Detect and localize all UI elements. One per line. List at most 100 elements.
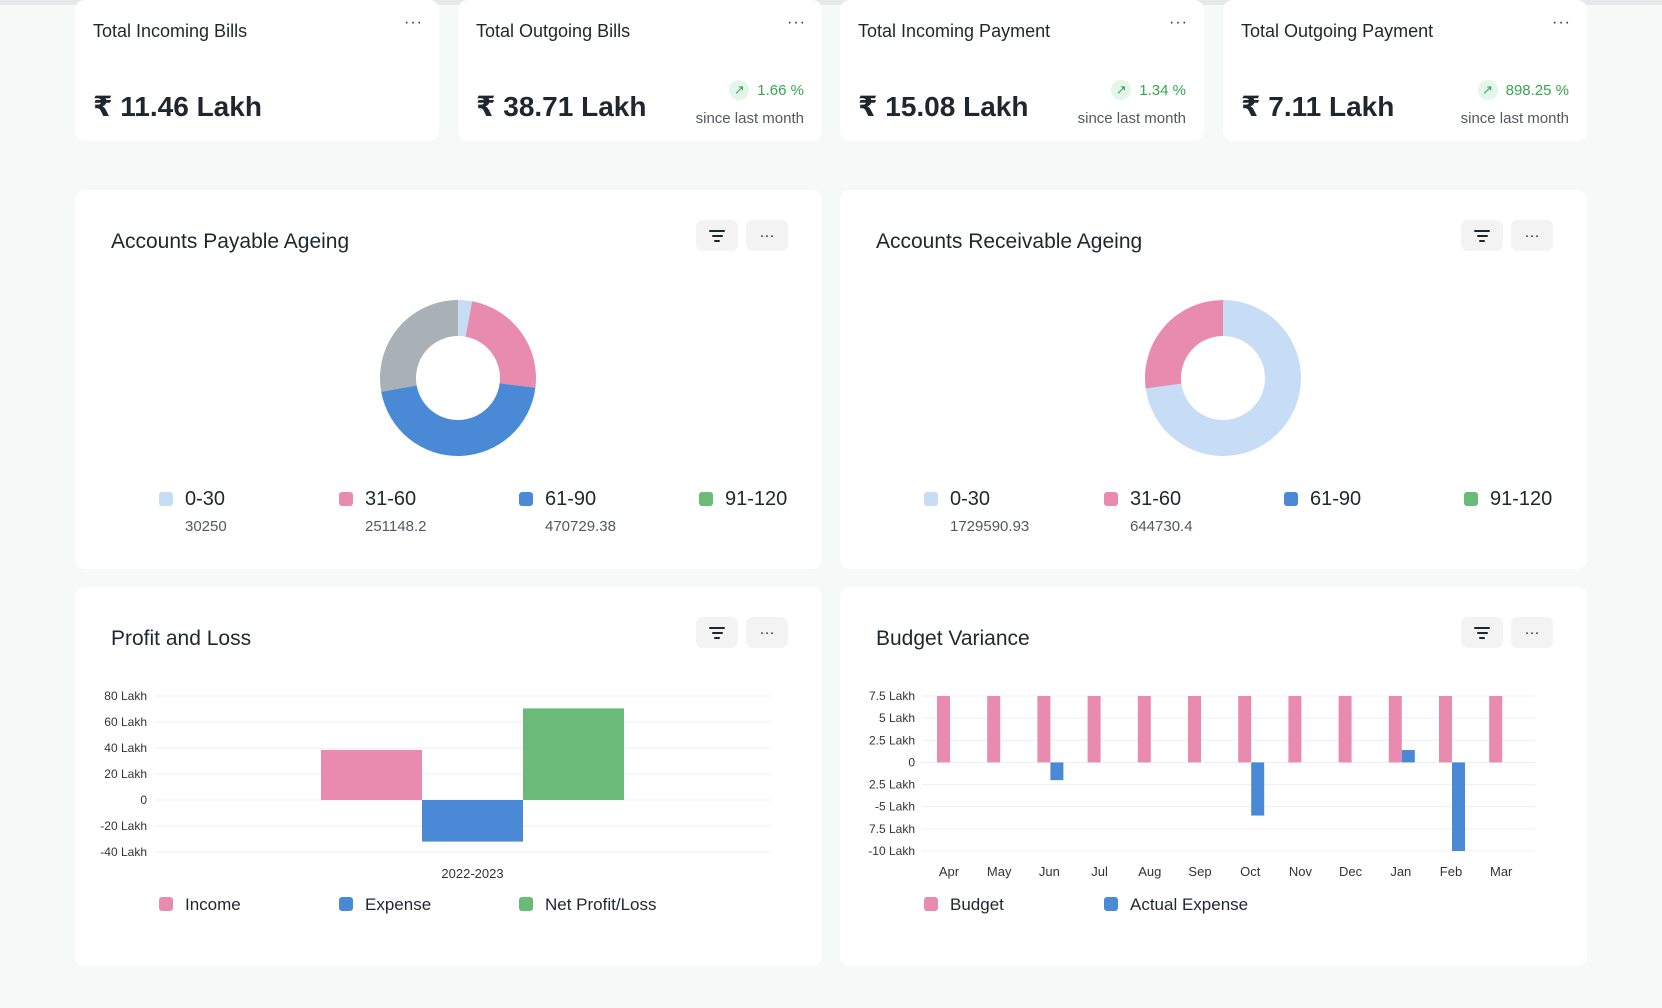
x-tick-label: Nov	[1289, 864, 1313, 879]
stat-value: ₹ 11.46 Lakh	[93, 91, 262, 122]
legend-label: Budget	[950, 895, 1004, 914]
filter-button[interactable]	[1461, 617, 1503, 648]
y-tick-label: -10 Lakh	[868, 844, 915, 858]
bar-budget-nov[interactable]	[1288, 696, 1302, 763]
bar-budget-apr[interactable]	[937, 696, 950, 763]
filter-button[interactable]	[696, 220, 738, 251]
receivable-donut-chart	[1145, 300, 1301, 456]
bar-net-profit-loss[interactable]	[523, 708, 624, 800]
legend-value: 251148.2	[365, 518, 427, 535]
bar-actual-expense-jun[interactable]	[1050, 762, 1064, 781]
filter-button[interactable]	[1461, 220, 1503, 251]
y-tick-label: -5 Lakh	[875, 800, 915, 814]
y-tick-label: -40 Lakh	[100, 845, 147, 859]
bar-budget-dec[interactable]	[1338, 696, 1352, 763]
more-options-button[interactable]: ···	[1511, 617, 1553, 648]
more-horizontal-icon[interactable]: ···	[404, 14, 423, 31]
more-options-button[interactable]: ···	[746, 220, 788, 251]
more-horizontal-icon[interactable]: ···	[787, 14, 806, 31]
payable-slice-unlabelled[interactable]	[380, 300, 458, 392]
y-tick-label: 0	[140, 793, 147, 807]
legend-label: 91-120	[1490, 488, 1553, 510]
chart-legend: 0-30 30250 31-60 251148.2 61-90 470729.3…	[75, 190, 822, 569]
legend-swatch	[339, 897, 353, 911]
legend-swatch	[924, 897, 938, 911]
more-horizontal-icon: ···	[1524, 227, 1540, 244]
filter-icon	[1474, 626, 1490, 639]
y-tick-label: 7.5 Lakh	[869, 689, 915, 703]
profit-loss-panel: Profit and Loss ··· 80 Lakh 60 Lakh 40 Lak…	[75, 587, 822, 966]
stat-card-outgoing-payment: Total Outgoing Payment ··· ₹ 7.11 Lakh ↗…	[1223, 0, 1587, 141]
y-tick-label: 2.5 Lakh	[869, 733, 915, 747]
arrow-up-right-icon: ↗	[1111, 80, 1132, 100]
bar-budget-may[interactable]	[987, 696, 1001, 763]
legend-value: 470729.38	[545, 518, 616, 535]
bar-income[interactable]	[321, 749, 422, 800]
bar-actual-expense-jan[interactable]	[1401, 750, 1415, 763]
panel-title: Accounts Receivable Ageing	[876, 230, 1143, 253]
bar-actual-expense-oct[interactable]	[1251, 762, 1265, 816]
x-tick-label: 2022-2023	[441, 866, 503, 881]
legend-swatch	[1284, 492, 1298, 506]
more-options-button[interactable]: ···	[746, 617, 788, 648]
more-horizontal-icon[interactable]: ···	[1552, 14, 1571, 31]
bar-budget-jul[interactable]	[1087, 696, 1101, 763]
x-tick-label: Oct	[1240, 864, 1261, 879]
legend-label: 91-120	[725, 488, 788, 510]
stat-card-incoming-bills: Total Incoming Bills ··· ₹ 11.46 Lakh	[75, 0, 439, 141]
arrow-up-right-icon: ↗	[729, 80, 750, 100]
bar-budget-sep[interactable]	[1188, 696, 1201, 763]
bar-actual-expense-feb[interactable]	[1452, 762, 1465, 851]
legend-swatch	[1104, 897, 1118, 911]
y-tick-label: 40 Lakh	[104, 741, 147, 755]
y-tick-label: 20 Lakh	[104, 767, 147, 781]
trend-value: 898.25 %	[1505, 81, 1569, 99]
receivable-ageing-panel: Accounts Receivable Ageing ··· 0-30 1729…	[840, 190, 1587, 569]
bar-budget-mar[interactable]	[1489, 696, 1503, 763]
legend-label: 0-30	[185, 488, 226, 510]
legend-label: Actual Expense	[1130, 895, 1249, 914]
legend-swatch	[159, 897, 173, 911]
legend-label: Net Profit/Loss	[545, 895, 657, 914]
y-tick-label: 60 Lakh	[104, 715, 147, 729]
x-tick-label: May	[987, 864, 1012, 879]
receivable-slice-31-60[interactable]	[1145, 300, 1223, 389]
legend-swatch	[159, 492, 173, 506]
panel-title: Profit and Loss	[111, 627, 252, 650]
bar-budget-jan[interactable]	[1388, 696, 1402, 763]
receivable-slice-0-30[interactable]	[1145, 300, 1301, 456]
stat-value: ₹ 38.71 Lakh	[476, 91, 647, 122]
stat-title: Total Incoming Payment	[858, 21, 1051, 41]
payable-slice-31-60[interactable]	[465, 301, 536, 388]
panel-title: Budget Variance	[876, 627, 1030, 650]
stat-value: ₹ 7.11 Lakh	[1241, 91, 1395, 122]
payable-donut-chart	[380, 300, 536, 457]
legend-label: 61-90	[545, 488, 597, 510]
legend-value: 1729590.93	[950, 518, 1030, 535]
bar-budget-aug[interactable]	[1137, 696, 1151, 763]
stat-title: Total Outgoing Payment	[1241, 21, 1434, 41]
bar-budget-feb[interactable]	[1439, 696, 1452, 763]
trend-caption: since last month	[1460, 110, 1569, 127]
legend-swatch	[1464, 492, 1478, 506]
y-tick-label: 80 Lakh	[104, 689, 147, 703]
payable-slice-61-90[interactable]	[381, 383, 536, 457]
filter-button[interactable]	[696, 617, 738, 648]
trend-value: 1.34 %	[1139, 81, 1186, 99]
legend-label: Income	[185, 895, 241, 914]
stat-value: ₹ 15.08 Lakh	[858, 91, 1029, 122]
bar-budget-jun[interactable]	[1037, 696, 1051, 763]
x-tick-label: Jul	[1091, 864, 1108, 879]
x-tick-label: Jan	[1390, 864, 1411, 879]
more-options-button[interactable]: ···	[1511, 220, 1553, 251]
x-tick-label: Dec	[1339, 864, 1363, 879]
payable-slice-0-30[interactable]	[458, 300, 473, 337]
x-tick-label: Feb	[1440, 864, 1462, 879]
y-tick-label: -20 Lakh	[100, 819, 147, 833]
bar-expense[interactable]	[422, 800, 523, 842]
budget-variance-panel: Budget Variance ··· 7.5 Lakh 5 Lakh 2.5 La…	[840, 587, 1587, 966]
legend-swatch	[519, 492, 533, 506]
bar-budget-oct[interactable]	[1238, 696, 1252, 763]
y-tick-label: 7.5 Lakh	[869, 822, 915, 836]
more-horizontal-icon[interactable]: ···	[1169, 14, 1188, 31]
